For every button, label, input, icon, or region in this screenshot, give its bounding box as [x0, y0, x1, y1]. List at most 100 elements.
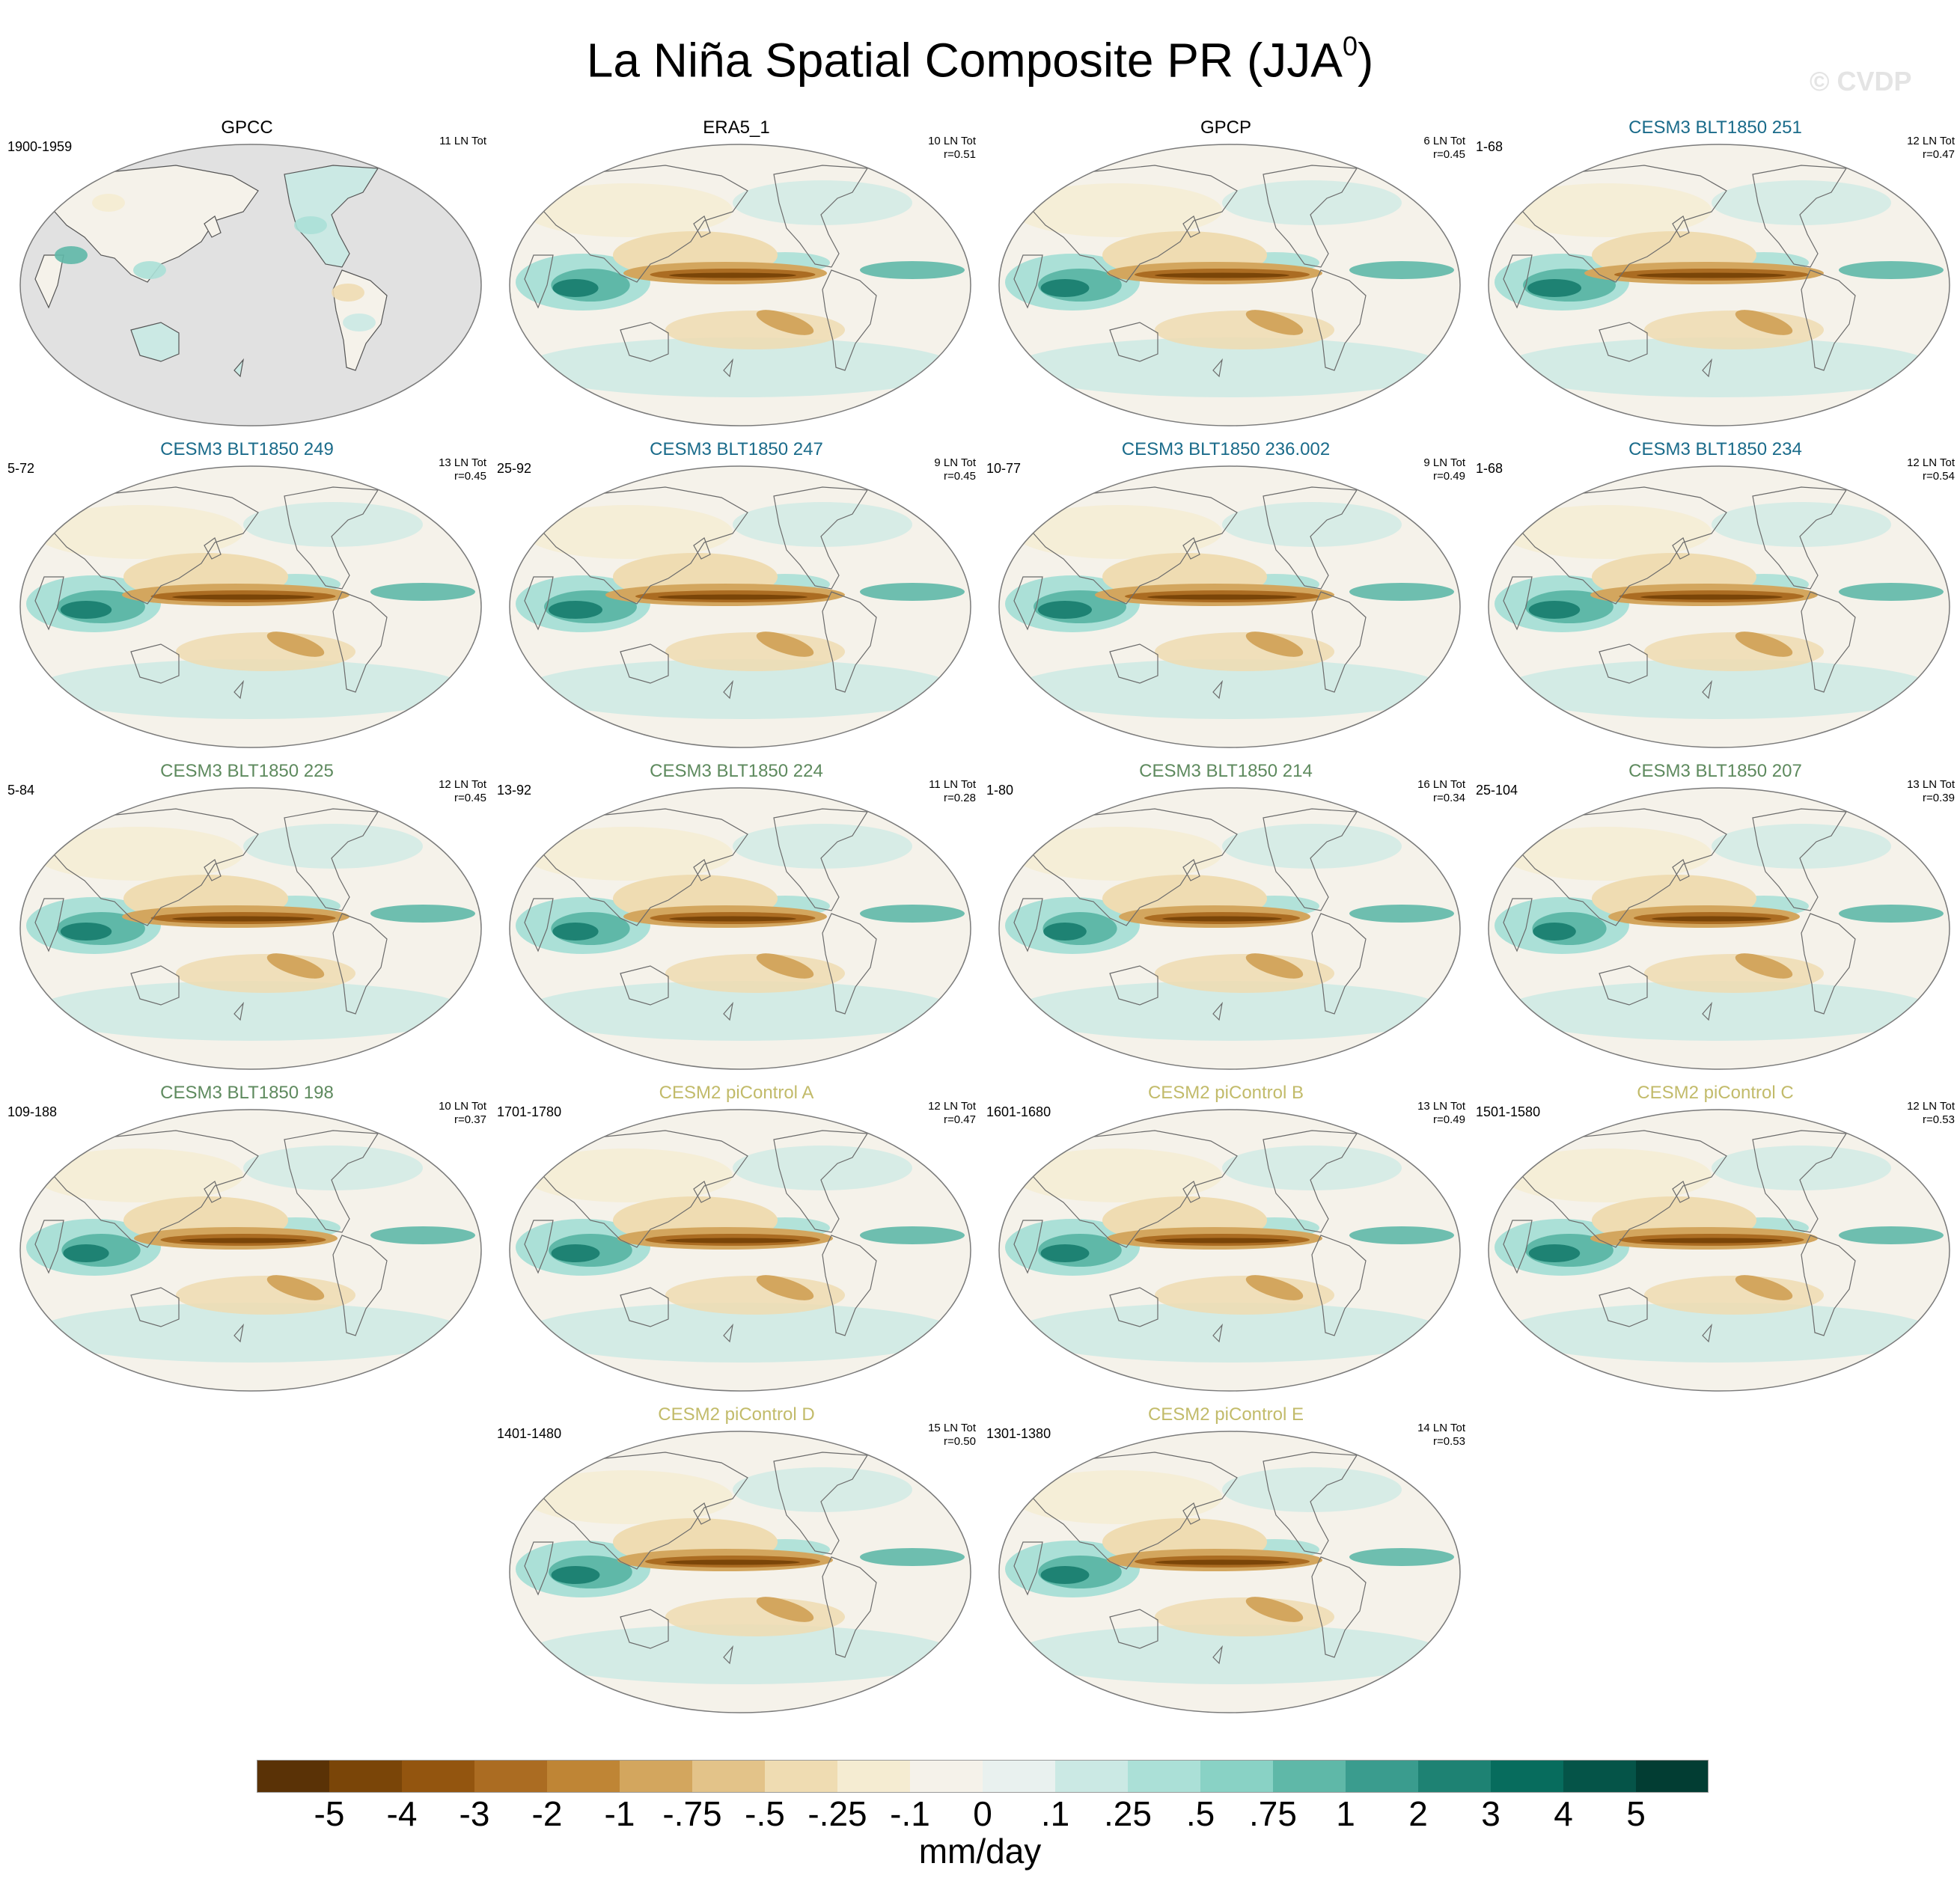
- panel-event-count: 16 LN Tot: [1417, 778, 1465, 791]
- panel-event-count: 12 LN Tot: [1907, 1100, 1955, 1113]
- panel-stats: 12 LN Tot r=0.53: [1907, 1100, 1955, 1127]
- panel-stats: 12 LN Tot r=0.47: [1907, 135, 1955, 162]
- panel-stats: 16 LN Tot r=0.34: [1417, 778, 1465, 805]
- panel-stats: 11 LN Tot: [439, 135, 486, 148]
- panel-years: 13-92: [497, 783, 532, 798]
- panel-title: CESM3 BLT1850 214: [1139, 761, 1313, 781]
- panel-correlation: r=0.51: [944, 148, 976, 161]
- colorbar-tick-label: 3: [1481, 1794, 1500, 1833]
- precip-anomaly-map: [998, 1109, 1461, 1392]
- panel-years: 1-68: [1476, 461, 1503, 476]
- panel-title: CESM3 BLT1850 225: [160, 761, 334, 781]
- panel-title: CESM2 piControl C: [1637, 1083, 1794, 1103]
- map-panel: CESM2 piControl C 1501-1580 12 LN Tot r=0.5…: [1476, 1082, 1955, 1396]
- panel-correlation: r=0.49: [1433, 470, 1465, 483]
- precip-anomaly-map: [998, 465, 1461, 748]
- panel-years: 1601-1680: [986, 1104, 1051, 1119]
- panel-event-count: 12 LN Tot: [1907, 135, 1955, 147]
- panel-event-count: 12 LN Tot: [439, 778, 486, 791]
- colorbar-tick-label: 4: [1554, 1794, 1573, 1833]
- panel-correlation: r=0.47: [944, 1113, 976, 1126]
- colorbar-tick-label: 5: [1626, 1794, 1646, 1833]
- colorbar: [257, 1760, 1709, 1793]
- map-panel: GPCP 6 LN Tot r=0.45: [986, 117, 1465, 431]
- map-panel: CESM3 BLT1850 207 25-104 13 LN Tot r=0.39: [1476, 760, 1955, 1074]
- colorbar-tick-label: .1: [1040, 1794, 1070, 1833]
- panel-stats: 14 LN Tot r=0.53: [1417, 1422, 1465, 1449]
- colorbar-swatch: [1418, 1760, 1492, 1793]
- colorbar-swatch: [547, 1760, 620, 1793]
- colorbar-swatch: [837, 1760, 911, 1793]
- map-panel: CESM2 piControl D 1401-1480 15 LN Tot r=0.5…: [497, 1404, 976, 1718]
- colorbar-tick-label: -1: [604, 1794, 635, 1833]
- panel-years: 25-92: [497, 461, 532, 476]
- panel-title: CESM3 BLT1850 224: [650, 761, 823, 781]
- panel-title: CESM2 piControl E: [1147, 1404, 1304, 1425]
- panel-stats: 9 LN Tot r=0.45: [934, 456, 976, 483]
- map-panel: CESM3 BLT1850 225 5-84 12 LN Tot r=0.45: [7, 760, 486, 1074]
- panel-years: 1501-1580: [1476, 1104, 1541, 1119]
- panel-title: CESM2 piControl B: [1147, 1083, 1304, 1103]
- panel-title: CESM3 BLT1850 198: [160, 1083, 334, 1103]
- panel-correlation: r=0.39: [1923, 792, 1955, 804]
- precip-anomaly-map: [509, 1431, 971, 1713]
- precip-anomaly-map: [19, 1109, 482, 1392]
- colorbar-swatch: [692, 1760, 766, 1793]
- panel-years: 109-188: [7, 1104, 58, 1119]
- map-panel: GPCC 1900-1959 11 LN Tot: [7, 117, 486, 431]
- precip-anomaly-map: [998, 1431, 1461, 1713]
- panel-correlation: r=0.47: [1923, 148, 1955, 161]
- figure-title: La Niña Spatial Composite PR (JJA0): [586, 31, 1374, 88]
- panel-correlation: r=0.54: [1923, 470, 1955, 483]
- panel-title: CESM3 BLT1850 247: [650, 439, 823, 459]
- panel-title: CESM3 BLT1850 234: [1628, 439, 1802, 459]
- panel-event-count: 9 LN Tot: [934, 456, 976, 469]
- colorbar-swatch: [1636, 1760, 1709, 1793]
- panel-event-count: 14 LN Tot: [1417, 1422, 1465, 1434]
- map-panel: CESM2 piControl E 1301-1380 14 LN Tot r=0.5…: [986, 1404, 1465, 1718]
- panel-title: ERA5_1: [703, 117, 770, 138]
- colorbar-swatch: [257, 1760, 330, 1793]
- panel-title: CESM2 piControl D: [658, 1404, 815, 1425]
- colorbar-swatch: [1273, 1760, 1346, 1793]
- colorbar-swatch: [1563, 1760, 1637, 1793]
- panel-years: 1301-1380: [986, 1426, 1051, 1441]
- map-panel: CESM3 BLT1850 236.002 10-77 9 LN Tot r=0.49: [986, 438, 1465, 753]
- panel-years: 1701-1780: [497, 1104, 562, 1119]
- precip-anomaly-map: [509, 144, 971, 426]
- colorbar-tick-label: -2: [531, 1794, 563, 1833]
- colorbar-swatch: [1491, 1760, 1564, 1793]
- panel-correlation: r=0.37: [454, 1113, 486, 1126]
- precip-anomaly-map: [509, 1109, 971, 1392]
- panel-stats: 6 LN Tot r=0.45: [1423, 135, 1465, 162]
- panel-correlation: r=0.45: [454, 792, 486, 804]
- panel-title: CESM2 piControl A: [659, 1083, 814, 1103]
- panel-years: 25-104: [1476, 783, 1518, 798]
- colorbar-swatch: [1346, 1760, 1419, 1793]
- map-panel: CESM3 BLT1850 234 1-68 12 LN Tot r=0.54: [1476, 438, 1955, 753]
- panel-years: 1900-1959: [7, 139, 73, 154]
- cvdp-watermark: © CVDP: [1810, 66, 1912, 97]
- panel-event-count: 12 LN Tot: [928, 1100, 976, 1113]
- panel-correlation: r=0.49: [1433, 1113, 1465, 1126]
- panel-event-count: 13 LN Tot: [1907, 778, 1955, 791]
- colorbar-tick-label: -.25: [807, 1794, 867, 1833]
- map-panel: CESM2 piControl B 1601-1680 13 LN Tot r=0.4…: [986, 1082, 1465, 1396]
- panel-stats: 13 LN Tot r=0.39: [1907, 778, 1955, 805]
- panel-correlation: r=0.53: [1923, 1113, 1955, 1126]
- panel-event-count: 13 LN Tot: [1417, 1100, 1465, 1113]
- colorbar-units: mm/day: [918, 1832, 1042, 1871]
- colorbar-swatch: [765, 1760, 838, 1793]
- panel-title: GPCC: [221, 117, 273, 138]
- colorbar-swatch: [983, 1760, 1056, 1793]
- map-panel: CESM3 BLT1850 247 25-92 9 LN Tot r=0.45: [497, 438, 976, 753]
- precip-anomaly-map: [1488, 1109, 1950, 1392]
- precip-anomaly-map: [19, 787, 482, 1070]
- map-panel: CESM3 BLT1850 251 1-68 12 LN Tot r=0.47: [1476, 117, 1955, 431]
- precip-anomaly-map: [509, 787, 971, 1070]
- panel-stats: 13 LN Tot r=0.49: [1417, 1100, 1465, 1127]
- panel-years: 5-84: [7, 783, 35, 798]
- panel-stats: 15 LN Tot r=0.50: [928, 1422, 976, 1449]
- colorbar-tick-label: .75: [1249, 1794, 1297, 1833]
- colorbar-swatch: [1128, 1760, 1201, 1793]
